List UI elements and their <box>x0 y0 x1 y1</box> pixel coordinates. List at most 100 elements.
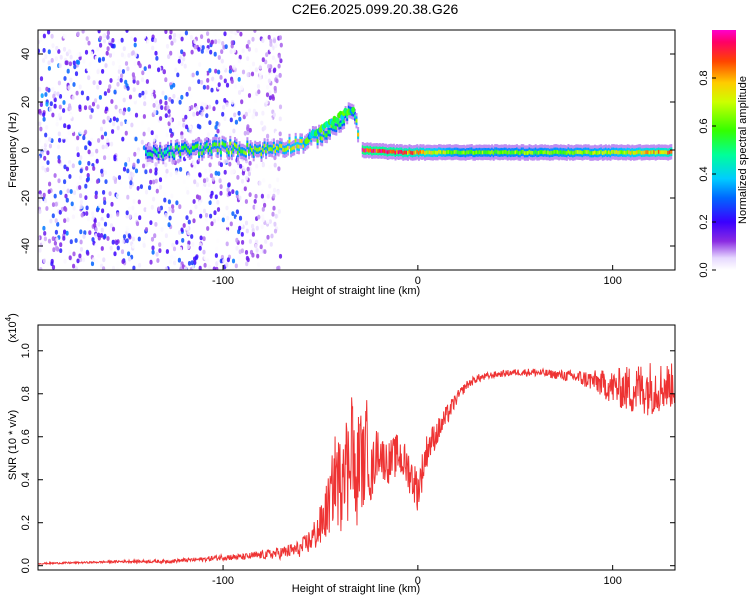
spectrogram-noise-cell <box>198 201 202 206</box>
spectrogram-noise-cell <box>268 90 272 96</box>
spectrogram-signal-core <box>321 136 324 141</box>
spectrogram-noise-cell <box>265 52 269 57</box>
spectrogram-noise-cell <box>66 68 70 74</box>
spectrogram-signal-core <box>149 152 152 156</box>
spectrogram-noise-cell <box>126 86 130 91</box>
spectrogram-signal-core <box>171 152 174 156</box>
spectrogram-noise-cell <box>38 138 41 144</box>
spectrogram-signal-core <box>637 150 640 154</box>
spectrogram-noise-cell <box>158 184 163 190</box>
spectrogram-noise-cell <box>111 43 115 49</box>
spectrogram-noise-cell <box>261 207 265 212</box>
spectrogram-signal-core <box>221 141 224 146</box>
spectrogram-noise-cell <box>136 150 140 155</box>
spectrogram-noise-cell <box>159 205 163 211</box>
spectrogram-noise-cell <box>84 49 89 55</box>
spectrogram-noise-cell <box>140 77 145 83</box>
spectrogram-noise-cell <box>38 202 41 207</box>
spectrogram-noise-cell <box>222 258 226 264</box>
spectrogram-noise-cell <box>69 239 73 245</box>
spectrogram-signal-core <box>174 145 177 150</box>
spectrogram-noise-cell <box>141 157 145 163</box>
spectrogram-noise-cell <box>180 227 184 233</box>
spectrogram-noise-cell <box>251 227 255 233</box>
spectrogram-noise-cell <box>43 198 48 204</box>
spectrogram-signal-core <box>481 150 484 155</box>
spectrogram-noise-cell <box>237 58 241 64</box>
spectrogram-noise-cell <box>266 84 270 90</box>
figure-title: C2E6.2025.099.20.38.G26 <box>292 1 459 17</box>
spectrogram-signal-core <box>419 149 422 154</box>
spectrogram-noise-cell <box>106 46 110 52</box>
spectrogram-signal-core <box>301 139 303 144</box>
spectrogram-noise-cell <box>111 61 115 66</box>
spectrogram-noise-cell <box>233 112 237 118</box>
spectrogram-noise-cell <box>195 106 199 111</box>
spectrogram-noise-cell <box>191 226 195 232</box>
spectrogram-noise-cell <box>240 99 244 105</box>
spectrogram-noise-cell <box>226 257 230 263</box>
spectrogram-signal-core <box>146 152 149 157</box>
spectrogram-noise-cell <box>62 185 66 191</box>
spectrogram-signal-core <box>410 150 413 155</box>
spectrogram-noise-cell <box>51 264 56 270</box>
spectrogram-noise-cell <box>53 173 57 178</box>
spectrogram-signal-core <box>177 147 180 152</box>
spectrogram-noise-cell <box>200 111 204 117</box>
spectrogram-signal-core <box>240 149 243 154</box>
spectrogram-noise-cell <box>110 141 114 147</box>
spectrogram-noise-cell <box>256 253 260 259</box>
spectrogram-noise-cell <box>38 86 42 92</box>
spectrogram-noise-cell <box>176 33 180 38</box>
spectrogram-noise-cell <box>90 137 94 143</box>
spectrogram-noise-cell <box>143 66 147 71</box>
spectrogram-signal-core <box>646 150 649 155</box>
spectrogram-noise-cell <box>205 217 209 223</box>
spectrogram-noise-cell <box>190 49 194 55</box>
spectrogram-signal-core <box>541 150 543 154</box>
spectrogram-noise-cell <box>63 76 67 81</box>
spectrogram-noise-cell <box>264 74 268 80</box>
spectrogram-noise-cell <box>116 125 120 131</box>
spectrogram-noise-cell <box>111 239 115 245</box>
spectrogram-noise-cell <box>91 211 95 217</box>
spectrogram-noise-cell <box>219 75 223 80</box>
spectrogram-noise-cell <box>206 38 211 44</box>
spectrogram-signal-core <box>584 149 587 154</box>
spectrogram-noise-cell <box>143 235 147 241</box>
spectrogram-noise-cell <box>202 249 206 255</box>
spectrogram-noise-cell <box>229 117 233 123</box>
spectrogram-noise-cell <box>74 266 78 270</box>
spectrogram-signal-core <box>498 150 501 155</box>
spectrogram-noise-cell <box>103 221 108 227</box>
spectrogram-signal-core <box>475 150 478 155</box>
spectrogram-signal-core <box>274 149 277 154</box>
spectrogram-noise-cell <box>189 77 193 83</box>
spectrogram-noise-cell <box>149 259 153 265</box>
spectrogram-noise-cell <box>265 70 269 75</box>
spectrogram-noise-cell <box>81 30 85 34</box>
spectrogram-noise-cell <box>76 258 80 264</box>
spectrogram-signal-core <box>512 150 515 155</box>
spectrogram-noise-cell <box>222 225 226 231</box>
spectrogram-y-label: Frequency (Hz) <box>7 112 19 188</box>
spectrogram-signal-core <box>551 150 554 155</box>
spectrogram-noise-cell <box>241 188 245 194</box>
spectrogram-signal-core <box>385 149 388 154</box>
spectrogram-signal-core <box>631 150 634 155</box>
spectrogram-noise-cell <box>116 245 120 251</box>
spectrogram-noise-cell <box>106 30 110 36</box>
spectrogram-noise-cell <box>107 88 111 94</box>
spectrogram-noise-cell <box>240 178 245 184</box>
spectrogram-noise-cell <box>45 101 49 107</box>
spectrogram-noise-cell <box>154 222 158 227</box>
spectrogram-noise-cell <box>222 213 226 219</box>
spectrogram-noise-cell <box>199 213 203 219</box>
spectrogram-signal-core <box>430 150 433 155</box>
spectrogram-noise-cell <box>154 167 158 173</box>
spectrogram-noise-cell <box>189 209 193 215</box>
spectrogram-noise-cell <box>244 89 248 95</box>
spectrogram-signal-core <box>486 150 489 155</box>
spectrogram-noise-cell <box>164 100 168 106</box>
snr-x-tick-label: 100 <box>603 575 621 587</box>
